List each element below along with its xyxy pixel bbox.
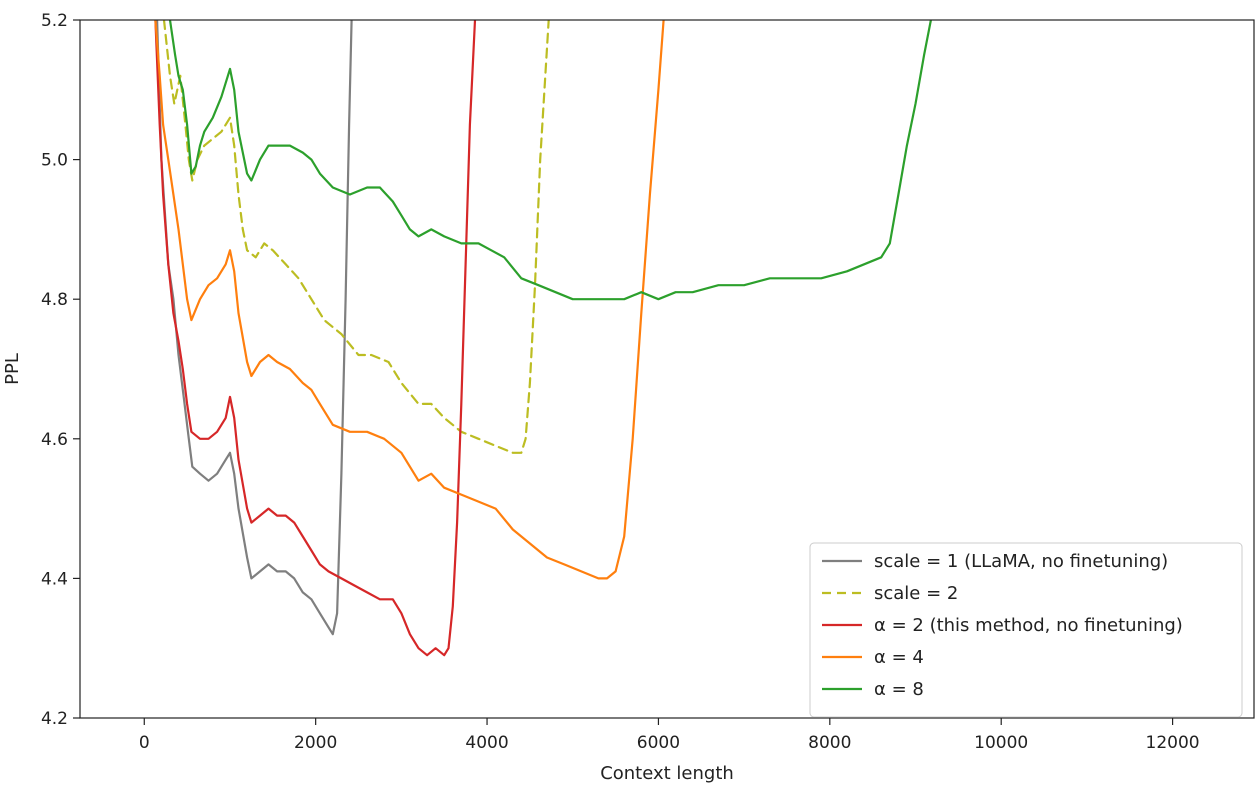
y-tick-label: 5.2 (41, 11, 68, 31)
y-tick-label: 4.6 (41, 430, 68, 450)
legend-box (809, 542, 1243, 718)
x-tick-label: 8000 (808, 733, 851, 753)
x-tick-label: 2000 (294, 733, 337, 753)
y-tick-label: 4.4 (41, 569, 68, 589)
y-axis-title: PPL (2, 353, 23, 385)
x-tick-label: 4000 (465, 733, 508, 753)
legend-label: scale = 2 (874, 583, 958, 604)
y-tick-label: 5.0 (41, 151, 68, 171)
legend-label: α = 4 (874, 647, 924, 668)
x-axis: 0 2000 4000 6000 8000 10000 12000 (139, 718, 1200, 753)
x-tick-label: 6000 (637, 733, 680, 753)
plot-frame (79, 19, 1255, 719)
y-tick-label: 4.8 (41, 290, 68, 310)
series-line-2 (162, 20, 550, 454)
x-axis-title: Context length (600, 763, 734, 784)
legend-label: scale = 1 (LLaMA, no finetuning) (874, 551, 1168, 572)
series-line-1 (156, 20, 353, 636)
legend-label: α = 8 (874, 679, 924, 700)
y-axis: 4.2 4.4 4.6 4.8 5.0 5.2 (41, 11, 80, 729)
legend-label: α = 2 (this method, no finetuning) (874, 615, 1183, 636)
series-line-5 (168, 20, 932, 301)
x-tick-label: 0 (139, 733, 150, 753)
series-line-4 (154, 20, 665, 580)
x-tick-label: 12000 (1146, 733, 1200, 753)
legend: scale = 1 (LLaMA, no finetuning) scale = … (809, 542, 1243, 718)
series-line-3 (154, 20, 477, 657)
series-layer (154, 20, 932, 657)
y-tick-label: 4.2 (41, 709, 68, 729)
x-tick-label: 10000 (974, 733, 1028, 753)
